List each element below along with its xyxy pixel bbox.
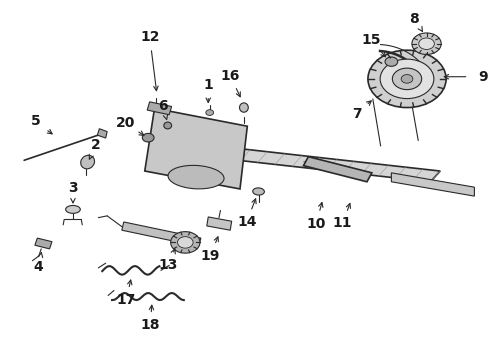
Text: 3: 3 <box>68 181 78 195</box>
Polygon shape <box>145 108 247 189</box>
Text: 9: 9 <box>478 70 488 84</box>
Ellipse shape <box>66 206 80 213</box>
Circle shape <box>392 68 422 90</box>
Circle shape <box>385 57 398 66</box>
Ellipse shape <box>240 103 248 112</box>
Ellipse shape <box>164 122 171 129</box>
Polygon shape <box>207 217 232 230</box>
Circle shape <box>419 38 434 49</box>
Polygon shape <box>392 173 474 196</box>
Polygon shape <box>98 129 107 138</box>
Text: 2: 2 <box>91 139 101 153</box>
Circle shape <box>171 231 200 253</box>
Circle shape <box>206 110 214 116</box>
Text: 8: 8 <box>410 12 419 26</box>
Text: 1: 1 <box>203 78 213 92</box>
Text: 11: 11 <box>333 216 352 230</box>
Text: 10: 10 <box>307 217 326 230</box>
Circle shape <box>401 75 413 83</box>
Text: 16: 16 <box>220 69 240 83</box>
Polygon shape <box>147 102 172 115</box>
Text: 14: 14 <box>237 215 256 229</box>
Text: 7: 7 <box>352 107 361 121</box>
Circle shape <box>142 134 154 142</box>
Text: 12: 12 <box>140 30 160 44</box>
Text: 6: 6 <box>158 99 168 113</box>
Text: 19: 19 <box>201 249 220 262</box>
Ellipse shape <box>168 165 224 189</box>
Polygon shape <box>122 222 201 246</box>
Polygon shape <box>303 157 372 182</box>
Text: 4: 4 <box>34 260 44 274</box>
Text: 15: 15 <box>362 33 381 47</box>
Text: 17: 17 <box>117 293 136 307</box>
Ellipse shape <box>253 188 265 195</box>
Text: 20: 20 <box>116 116 135 130</box>
Text: 13: 13 <box>159 258 178 272</box>
Ellipse shape <box>81 155 95 169</box>
Polygon shape <box>35 238 52 249</box>
Text: 5: 5 <box>30 114 40 129</box>
Polygon shape <box>206 146 440 182</box>
Circle shape <box>412 33 441 54</box>
Text: 18: 18 <box>141 318 160 332</box>
Circle shape <box>177 237 193 248</box>
Circle shape <box>368 50 446 108</box>
Circle shape <box>380 59 434 99</box>
